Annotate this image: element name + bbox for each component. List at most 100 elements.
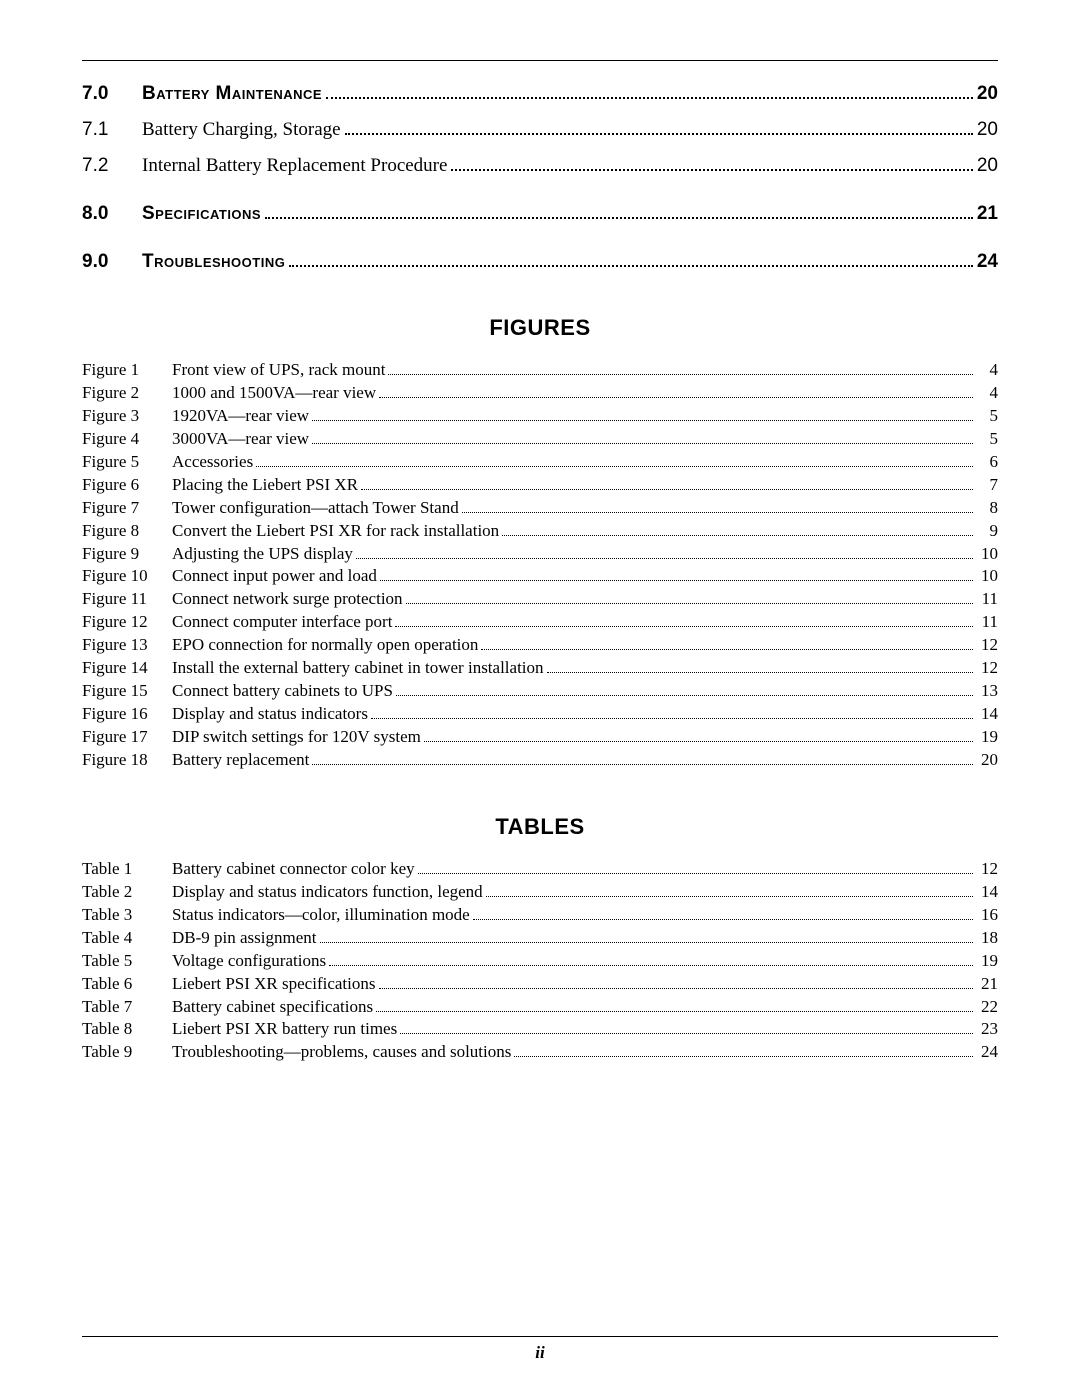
list-label: Figure 1 xyxy=(82,359,172,382)
list-label: Figure 14 xyxy=(82,657,172,680)
list-title: Liebert PSI XR battery run times xyxy=(172,1018,397,1041)
page-footer: ii xyxy=(82,1336,998,1363)
list-page: 20 xyxy=(976,749,998,772)
page-number: ii xyxy=(82,1343,998,1363)
list-page: 13 xyxy=(976,680,998,703)
list-item: Figure 14Install the external battery ca… xyxy=(82,657,998,680)
list-label: Table 3 xyxy=(82,904,172,927)
list-dots xyxy=(481,649,973,650)
list-title: DB-9 pin assignment xyxy=(172,927,317,950)
list-title: Battery replacement xyxy=(172,749,309,772)
list-dots xyxy=(424,741,973,742)
list-item: Figure 31920VA—rear view5 xyxy=(82,405,998,428)
tables-header: Tables xyxy=(82,814,998,840)
list-label: Figure 7 xyxy=(82,497,172,520)
list-item: Figure 16Display and status indicators14 xyxy=(82,703,998,726)
list-title: DIP switch settings for 120V system xyxy=(172,726,421,749)
list-title: Accessories xyxy=(172,451,253,474)
list-item: Figure 5Accessories 6 xyxy=(82,451,998,474)
list-page: 16 xyxy=(976,904,998,927)
list-label: Table 1 xyxy=(82,858,172,881)
list-page: 8 xyxy=(976,497,998,520)
list-item: Figure 6Placing the Liebert PSI XR7 xyxy=(82,474,998,497)
list-label: Figure 12 xyxy=(82,611,172,634)
toc-row: 7.2Internal Battery Replacement Procedur… xyxy=(82,155,998,177)
list-item: Table 4DB-9 pin assignment 18 xyxy=(82,927,998,950)
list-item: Table 7Battery cabinet specifications22 xyxy=(82,996,998,1019)
list-item: Table 6Liebert PSI XR specifications21 xyxy=(82,973,998,996)
toc-title: Internal Battery Replacement Procedure xyxy=(142,155,447,177)
list-item: Table 9Troubleshooting—problems, causes … xyxy=(82,1041,998,1064)
list-item: Figure 15Connect battery cabinets to UPS… xyxy=(82,680,998,703)
list-page: 23 xyxy=(976,1018,998,1041)
list-page: 5 xyxy=(976,428,998,451)
list-item: Figure 21000 and 1500VA—rear view4 xyxy=(82,382,998,405)
list-dots xyxy=(400,1033,973,1034)
list-item: Figure 1Front view of UPS, rack mount4 xyxy=(82,359,998,382)
toc-title: Specifications xyxy=(142,203,261,225)
list-title: Connect input power and load xyxy=(172,565,377,588)
toc-number: 7.2 xyxy=(82,155,142,177)
list-dots xyxy=(486,896,973,897)
list-item: Figure 9Adjusting the UPS display10 xyxy=(82,543,998,566)
list-dots xyxy=(356,558,973,559)
list-label: Figure 5 xyxy=(82,451,172,474)
list-label: Table 5 xyxy=(82,950,172,973)
list-dots xyxy=(379,988,974,989)
toc-dots xyxy=(289,265,973,267)
list-page: 11 xyxy=(976,611,998,634)
toc-section: 7.0Battery Maintenance20 7.1Battery Charg… xyxy=(82,83,998,273)
list-page: 12 xyxy=(976,657,998,680)
list-label: Table 2 xyxy=(82,881,172,904)
list-dots xyxy=(395,626,973,627)
toc-row: 7.0Battery Maintenance20 xyxy=(82,83,998,105)
list-dots xyxy=(312,443,973,444)
list-dots xyxy=(361,489,973,490)
list-title: Status indicators—color, illumination mo… xyxy=(172,904,470,927)
list-title: Display and status indicators xyxy=(172,703,368,726)
list-dots xyxy=(396,695,973,696)
list-label: Figure 13 xyxy=(82,634,172,657)
list-label: Table 8 xyxy=(82,1018,172,1041)
list-title: Liebert PSI XR specifications xyxy=(172,973,376,996)
list-label: Figure 15 xyxy=(82,680,172,703)
list-item: Figure 12Connect computer interface port… xyxy=(82,611,998,634)
list-dots xyxy=(418,873,973,874)
list-page: 22 xyxy=(976,996,998,1019)
toc-row: 7.1Battery Charging, Storage20 xyxy=(82,119,998,141)
list-dots xyxy=(312,420,973,421)
list-dots xyxy=(371,718,973,719)
list-label: Figure 10 xyxy=(82,565,172,588)
list-dots xyxy=(388,374,973,375)
list-dots xyxy=(502,535,973,536)
list-page: 6 xyxy=(976,451,998,474)
list-label: Figure 16 xyxy=(82,703,172,726)
list-title: 3000VA—rear view xyxy=(172,428,309,451)
list-label: Figure 11 xyxy=(82,588,172,611)
list-page: 4 xyxy=(976,359,998,382)
list-label: Figure 4 xyxy=(82,428,172,451)
list-page: 7 xyxy=(976,474,998,497)
list-page: 10 xyxy=(976,543,998,566)
bottom-rule xyxy=(82,1336,998,1337)
toc-number: 8.0 xyxy=(82,203,142,225)
toc-dots xyxy=(345,133,973,135)
list-page: 19 xyxy=(976,726,998,749)
list-title: 1000 and 1500VA—rear view xyxy=(172,382,376,405)
figures-header: Figures xyxy=(82,315,998,341)
toc-row: 9.0Troubleshooting24 xyxy=(82,251,998,273)
list-label: Figure 6 xyxy=(82,474,172,497)
list-item: Figure 7Tower configuration—attach Tower… xyxy=(82,497,998,520)
list-title: Adjusting the UPS display xyxy=(172,543,353,566)
toc-dots xyxy=(265,217,973,219)
list-dots xyxy=(329,965,973,966)
list-label: Table 4 xyxy=(82,927,172,950)
toc-dots xyxy=(326,97,973,99)
list-label: Table 6 xyxy=(82,973,172,996)
list-page: 18 xyxy=(976,927,998,950)
list-title: Battery cabinet connector color key xyxy=(172,858,415,881)
toc-page: 20 xyxy=(977,119,998,141)
top-rule xyxy=(82,60,998,61)
list-item: Table 3Status indicators—color, illumina… xyxy=(82,904,998,927)
list-dots xyxy=(547,672,973,673)
